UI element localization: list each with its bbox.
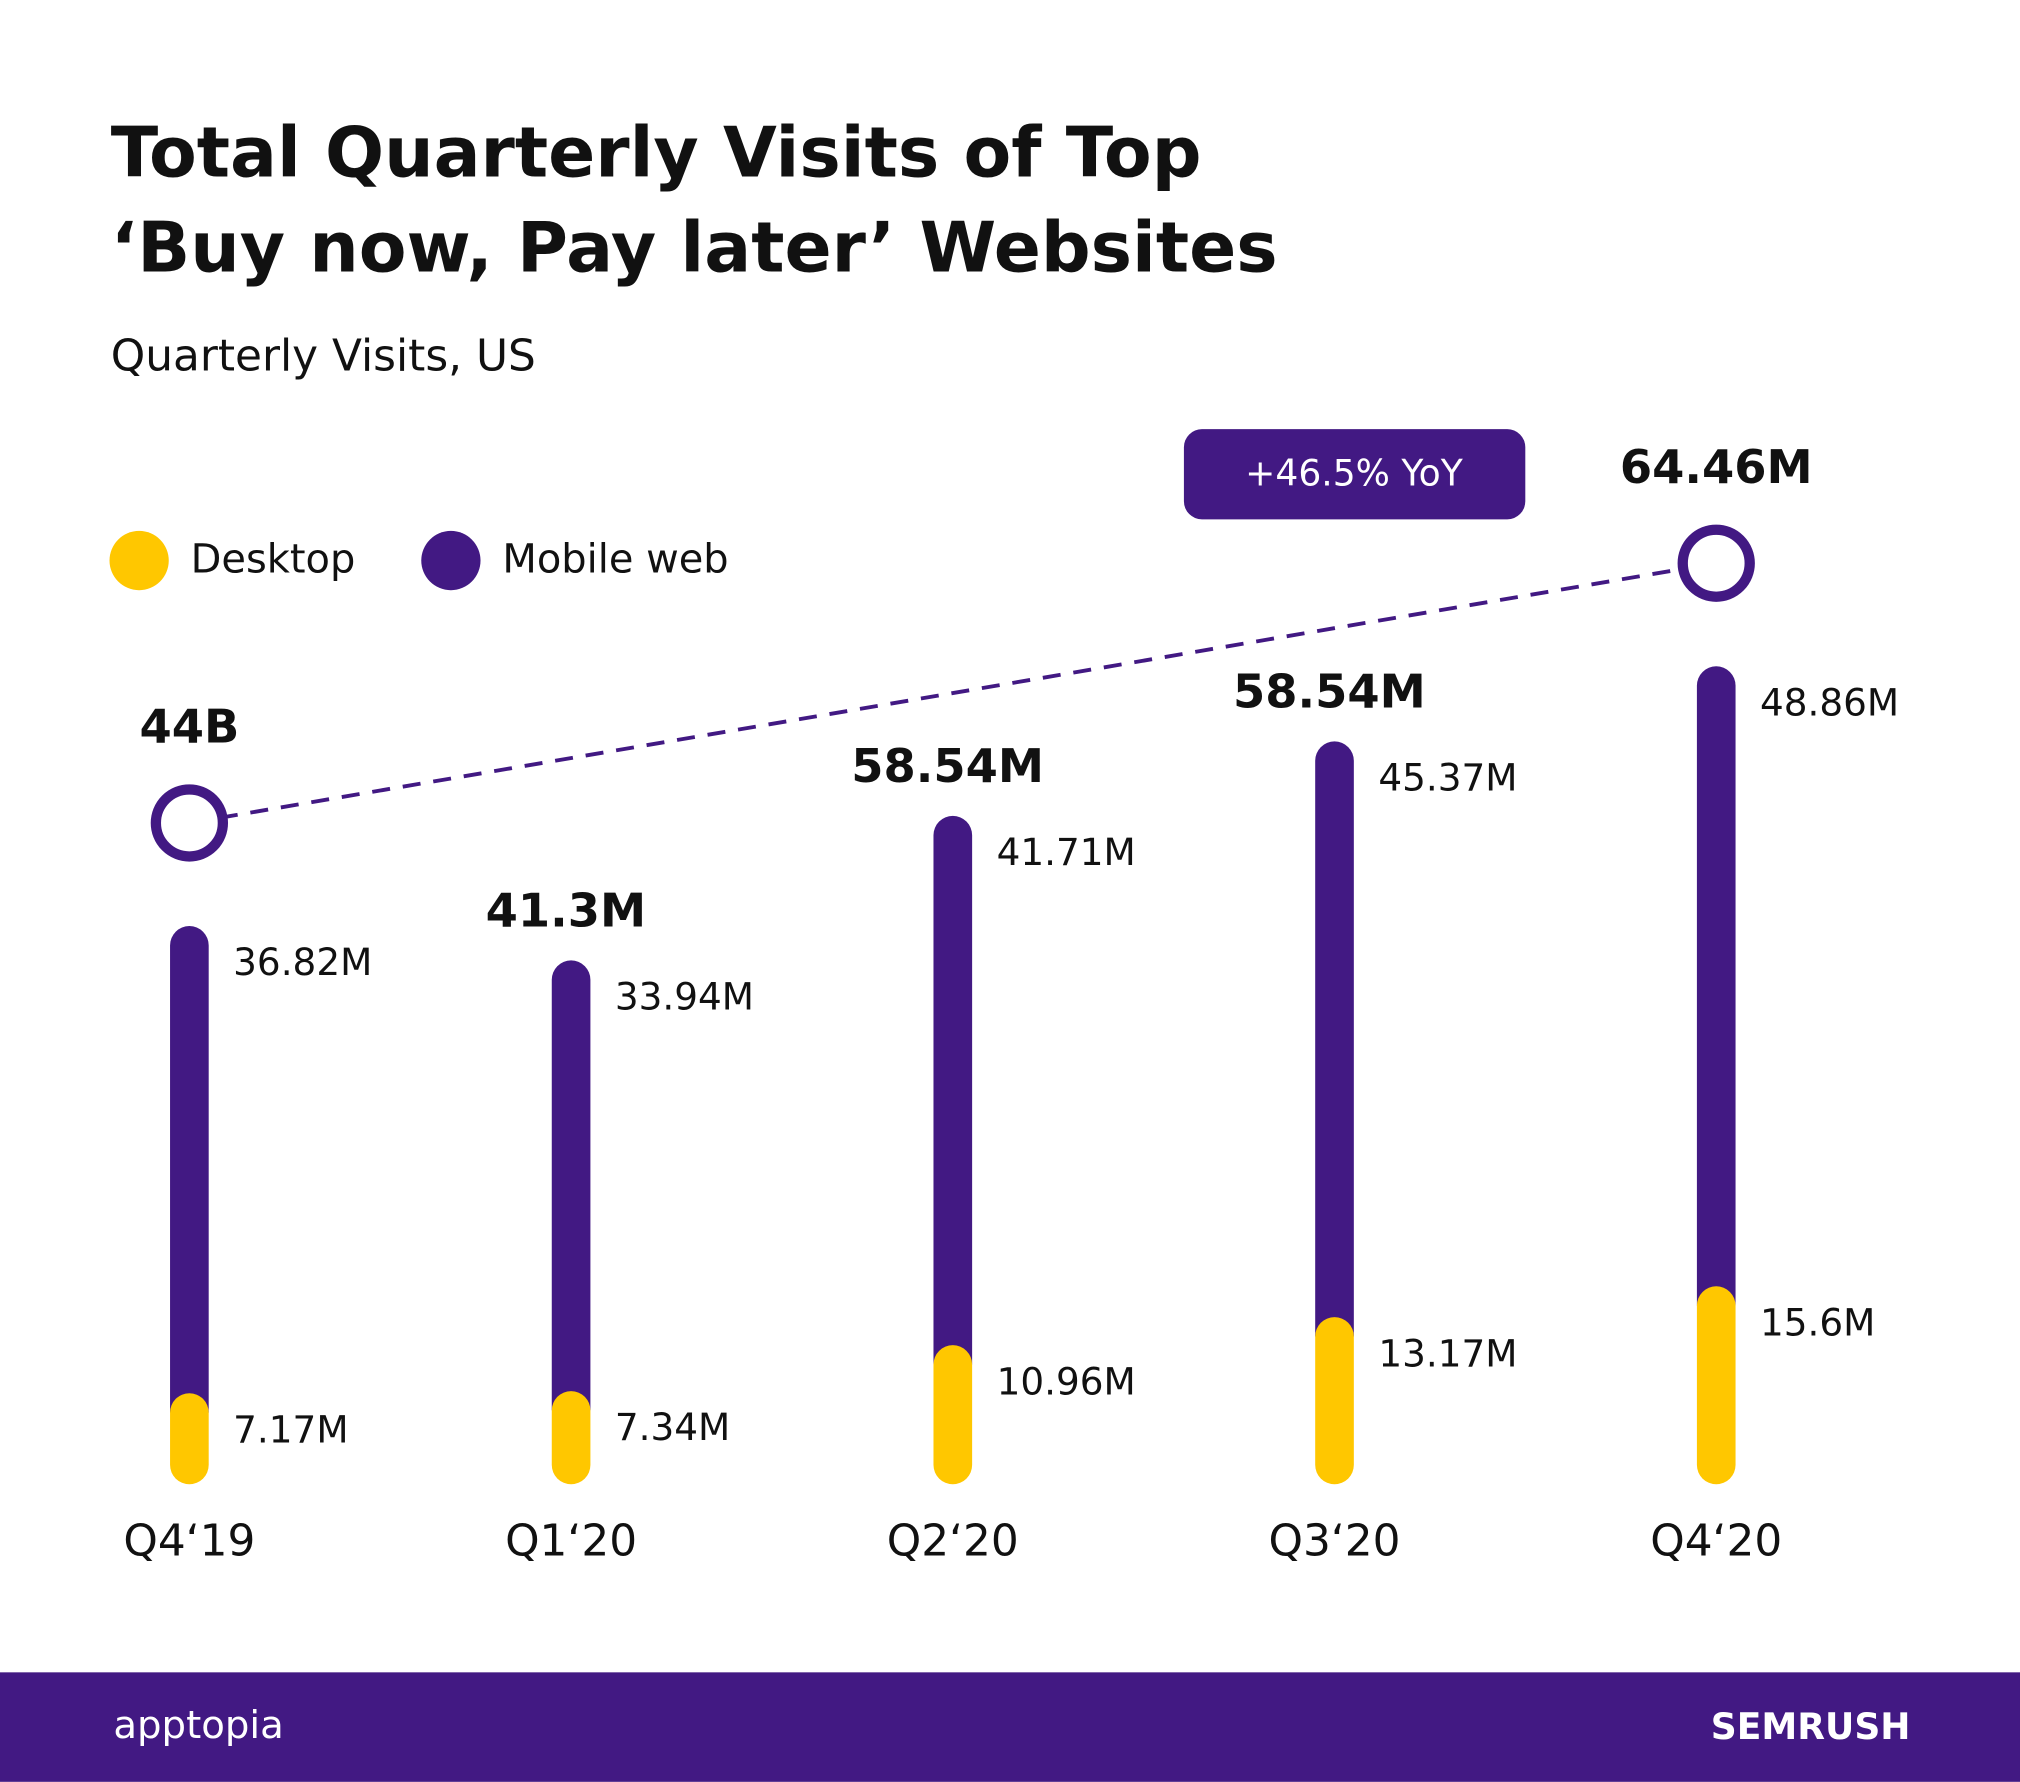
total-label: 41.3M (486, 884, 647, 938)
yoy-marker (150, 784, 229, 862)
chart-subtitle: Quarterly Visits, US (111, 330, 536, 381)
bar-segment (933, 815, 973, 1365)
total-label: 58.54M (1233, 665, 1426, 719)
data-label: 15.6M (1760, 1300, 1875, 1344)
total-label: 58.54M (851, 739, 1044, 793)
data-label: 7.34M (615, 1405, 730, 1449)
data-label: 10.96M (997, 1359, 1136, 1403)
bar-segment (933, 1345, 973, 1485)
yoy-line (189, 561, 1717, 825)
x-tick-label: Q3‘20 (1269, 1516, 1401, 1567)
data-label: 13.17M (1378, 1331, 1517, 1375)
data-label: 48.86M (1760, 680, 1899, 724)
yoy-marker (1677, 524, 1755, 602)
bar-segment (170, 1393, 209, 1485)
data-label: 41.71M (997, 830, 1136, 874)
legend-swatch (421, 530, 481, 591)
legend-label: Desktop (191, 536, 356, 582)
x-tick-label: Q1‘20 (505, 1516, 637, 1567)
annotation: +46.5% YoY (1245, 453, 1464, 495)
bar-segment (551, 1391, 591, 1485)
data-label: 33.94M (615, 975, 754, 1019)
bar-segment (1696, 666, 1736, 1306)
annotation-box (1183, 429, 1526, 520)
bar-segment (551, 960, 591, 1411)
bar-segment (1315, 1317, 1354, 1485)
x-tick-label: Q2‘20 (887, 1516, 1019, 1567)
chart-title: ‘Buy now, Pay later’ Websites (111, 208, 1278, 289)
legend-swatch (109, 530, 169, 591)
x-tick-label: Q4‘19 (123, 1516, 255, 1567)
footer-band (0, 1672, 2020, 1782)
bar-segment (170, 926, 209, 1413)
bar-segment (1315, 741, 1354, 1337)
data-label: 45.37M (1378, 756, 1517, 800)
chart-title: Total Quarterly Visits of Top (111, 112, 1202, 193)
x-tick-label: Q4‘20 (1650, 1516, 1782, 1567)
footer-right-logo: SEMRUSH (1711, 1706, 1911, 1748)
total-label: 44B (139, 700, 239, 754)
data-label: 36.82M (233, 940, 372, 984)
total-label: 64.46M (1620, 440, 1813, 494)
bar-segment (1696, 1286, 1736, 1485)
data-label: 7.17M (233, 1407, 348, 1451)
footer-left-logo: apptopia (113, 1703, 283, 1748)
legend-label: Mobile web (502, 536, 728, 582)
